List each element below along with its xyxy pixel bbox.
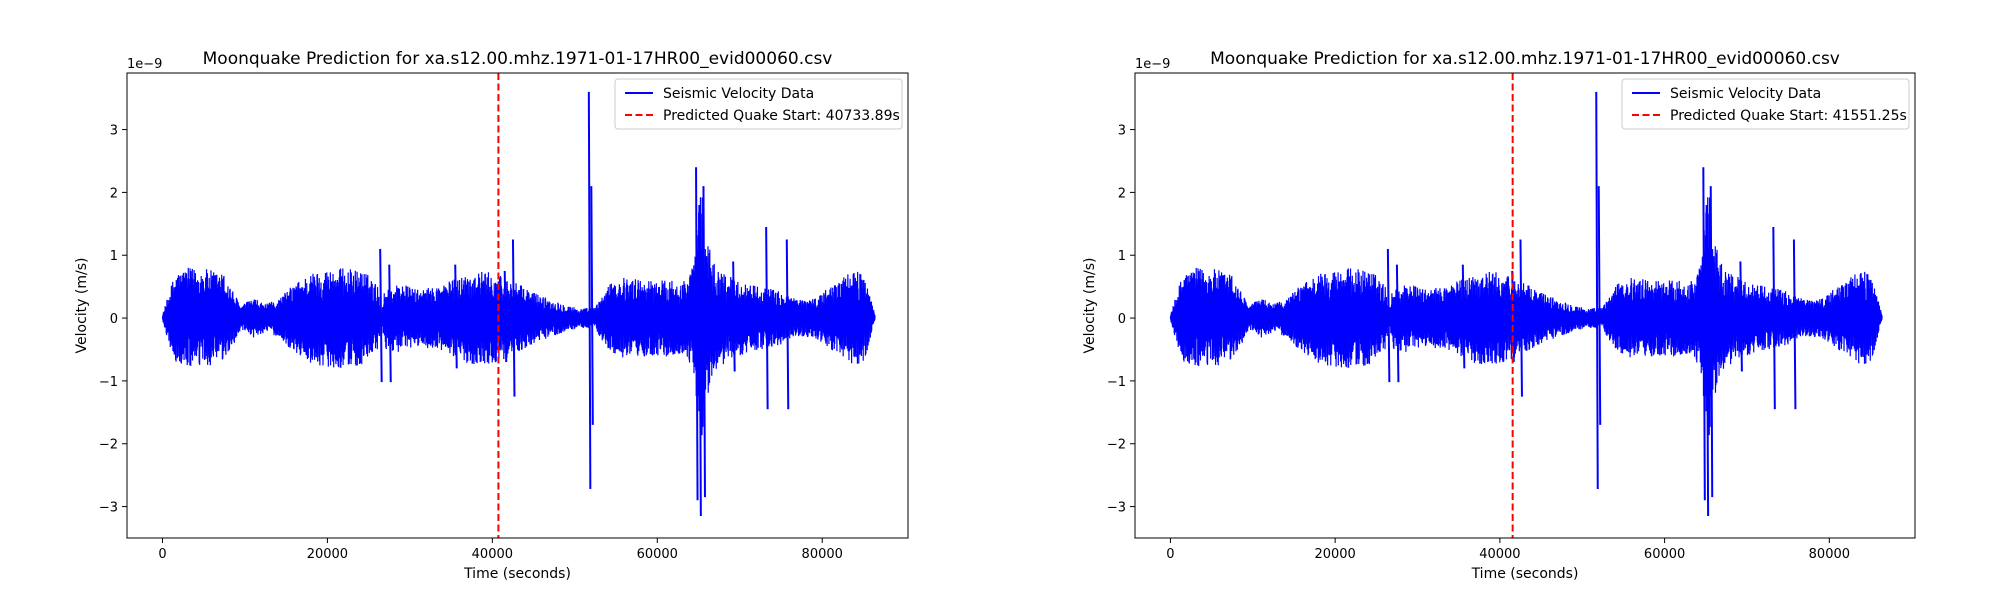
legend: Seismic Velocity Data Predicted Quake Sta…	[1621, 78, 1910, 130]
seismic-spike-8	[1702, 167, 1706, 501]
x-tick-label: 20000	[1314, 547, 1355, 562]
y-tick-label: 3	[110, 124, 118, 139]
y-axis-label: Velocity (m/s)	[74, 258, 90, 354]
seismic-spike-9	[1705, 204, 1710, 517]
x-tick-label: 60000	[1644, 547, 1685, 562]
x-tick-label: 0	[158, 547, 166, 562]
plot-area	[161, 73, 876, 538]
x-tick-label: 0	[1166, 547, 1174, 562]
seismic-spike-11	[732, 261, 736, 372]
y-tick-label: −2	[99, 438, 118, 453]
seismic-spike-7	[590, 186, 594, 425]
seismic-spike-11	[1739, 261, 1743, 372]
seismic-spike-8	[695, 167, 699, 501]
seismic-spike-12	[1772, 226, 1776, 410]
seismic-spike-10	[702, 186, 706, 498]
seismic-spike-5	[1519, 239, 1523, 397]
seismic-spike-5	[511, 239, 516, 397]
legend-label-seismic: Seismic Velocity Data	[1670, 86, 1821, 102]
seismic-trace-line	[1169, 197, 1883, 436]
legend-label-seismic: Seismic Velocity Data	[663, 86, 814, 102]
seismic-spike-7	[1597, 186, 1602, 425]
seismic-trace-line	[161, 197, 876, 436]
y-tick-label: 0	[1118, 312, 1126, 327]
seismic-spike-3	[1461, 264, 1466, 369]
legend: Seismic Velocity Data Predicted Quake Sta…	[614, 78, 903, 130]
x-tick-label: 40000	[472, 547, 513, 562]
y-tick-label: 3	[1118, 124, 1126, 139]
x-axis-label: Time (seconds)	[463, 566, 571, 582]
x-tick-label: 60000	[637, 547, 678, 562]
x-axis-label: Time (seconds)	[1471, 566, 1579, 582]
y-tick-label: 1	[1118, 249, 1126, 264]
seismic-spike-12	[765, 226, 769, 410]
x-tick-label: 80000	[802, 547, 843, 562]
seismic-spike-6	[1595, 91, 1599, 489]
y-tick-label: −1	[1107, 375, 1126, 390]
legend-label-prediction: Predicted Quake Start: 40733.89s	[663, 108, 900, 124]
chart-title: Moonquake Prediction for xa.s12.00.mhz.1…	[1210, 49, 1840, 69]
y-tick-label: −3	[99, 501, 118, 516]
axes-frame	[126, 72, 909, 539]
seismic-spike-3	[454, 264, 458, 369]
x-tick-label: 40000	[1479, 547, 1520, 562]
y-tick-label: −2	[1107, 438, 1126, 453]
y-scale-offset-label: 1e−9	[127, 57, 162, 72]
seismic-spike-1	[1386, 248, 1391, 383]
y-axis-label: Velocity (m/s)	[1082, 258, 1098, 354]
seismic-spike-6	[587, 91, 592, 489]
seismic-spike-13	[785, 239, 790, 410]
y-tick-label: 0	[110, 312, 118, 327]
y-scale-offset-label: 1e−9	[1135, 57, 1170, 72]
seismic-spike-9	[698, 204, 702, 517]
seismic-spike-2	[388, 264, 392, 383]
axes-frame	[1134, 72, 1916, 539]
x-tick-label: 80000	[1809, 547, 1850, 562]
x-tick-label: 20000	[307, 547, 348, 562]
legend-label-prediction: Predicted Quake Start: 41551.25s	[1670, 108, 1907, 124]
y-tick-label: −3	[1107, 501, 1126, 516]
seismic-spike-2	[1395, 264, 1400, 383]
y-tick-label: −1	[99, 375, 118, 390]
y-tick-label: 2	[1118, 186, 1126, 201]
chart-title: Moonquake Prediction for xa.s12.00.mhz.1…	[203, 49, 833, 69]
chart-panel-2: 0 20000 40000 60000 80000 −3 −2 −1 0 1 2 3 1e−9 Moonq…	[1082, 49, 1916, 582]
seismic-spike-10	[1709, 186, 1714, 498]
seismic-spike-1	[379, 248, 383, 383]
seismic-spike-4	[503, 270, 508, 363]
seismic-spike-13	[1792, 239, 1797, 410]
chart-panel-1: 0 20000 40000 60000 80000 −3 −2 −1 0 1 2 3 1e−9 Moonq…	[74, 49, 909, 582]
legend-box	[1621, 78, 1910, 130]
y-tick-label: 1	[110, 249, 118, 264]
y-tick-label: 2	[110, 186, 118, 201]
plot-area	[1169, 73, 1883, 538]
legend-box	[614, 78, 903, 130]
